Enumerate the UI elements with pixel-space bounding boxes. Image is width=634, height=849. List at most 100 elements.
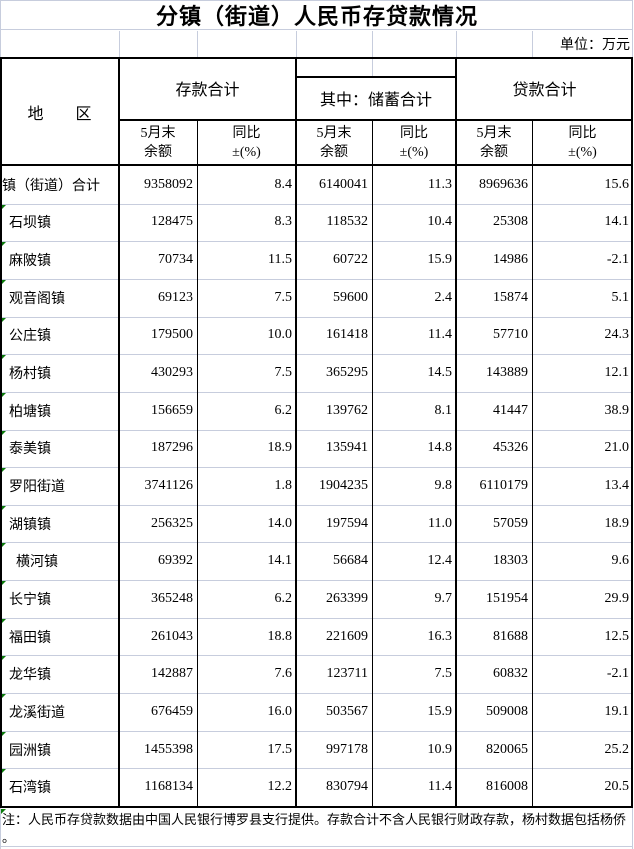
value-cell: 11.4 xyxy=(428,327,452,343)
subheader-line: 余额 xyxy=(320,144,348,160)
light-gridline xyxy=(0,317,633,318)
subheader-line: ±(%) xyxy=(399,144,429,160)
region-cell: 石湾镇 xyxy=(9,781,51,797)
error-marker-triangle xyxy=(1,809,6,814)
error-marker-triangle xyxy=(1,392,6,398)
value-cell: 25308 xyxy=(493,214,528,230)
value-cell: 11.4 xyxy=(428,779,452,795)
value-cell: 6.2 xyxy=(274,590,293,606)
value-cell: 18303 xyxy=(493,553,528,569)
table-border-line xyxy=(295,57,297,808)
value-cell: 3741126 xyxy=(144,477,193,493)
light-gridline xyxy=(0,354,633,355)
error-marker-triangle xyxy=(1,204,6,210)
value-cell: 9.6 xyxy=(611,553,630,569)
value-cell: 197594 xyxy=(326,515,368,531)
subheader-line: 5月末 xyxy=(316,125,352,141)
error-marker-triangle xyxy=(1,694,6,700)
error-marker-triangle xyxy=(1,618,6,624)
value-cell: 60832 xyxy=(493,666,528,682)
col-header-savings-total: 其中：储蓄合计 xyxy=(319,91,432,109)
value-cell: 9358092 xyxy=(144,176,193,192)
value-cell: 1904235 xyxy=(319,477,368,493)
value-cell: 151954 xyxy=(486,590,528,606)
value-cell: 12.4 xyxy=(427,553,453,569)
value-cell: 142887 xyxy=(151,666,193,682)
table-border-line xyxy=(455,57,457,808)
region-cell: 湖镇镇 xyxy=(9,517,51,533)
value-cell: 56684 xyxy=(333,553,368,569)
table-row: 龙溪街道 676459 16.0 503567 15.9 509008 19.1 xyxy=(0,693,634,731)
light-gridline xyxy=(0,29,633,30)
value-cell: 15.9 xyxy=(427,703,453,719)
value-cell: 29.9 xyxy=(604,590,630,606)
value-cell: 430293 xyxy=(151,365,193,381)
light-gridline xyxy=(372,31,373,57)
subheader-savings-balance: 5月末 余额 xyxy=(296,119,372,166)
value-cell: 81688 xyxy=(493,628,528,644)
light-gridline xyxy=(0,655,633,656)
table-row: 龙华镇 142887 7.6 123711 7.5 60832 -2.1 xyxy=(0,655,634,693)
value-cell: 10.4 xyxy=(427,214,453,230)
subheader-line: ±(%) xyxy=(232,144,261,160)
value-cell: 59600 xyxy=(333,289,368,305)
subheader-line: 同比 xyxy=(568,125,597,141)
value-cell: 14.1 xyxy=(604,214,630,230)
value-cell: 820065 xyxy=(486,741,528,757)
light-gridline xyxy=(0,542,633,543)
value-cell: 24.3 xyxy=(604,327,630,343)
value-cell: 7.6 xyxy=(274,666,293,682)
value-cell: 261043 xyxy=(151,628,193,644)
subheader-line: 同比 xyxy=(400,125,428,141)
value-cell: 7.5 xyxy=(274,289,293,305)
light-gridline xyxy=(0,580,633,581)
region-cell: 石坝镇 xyxy=(9,216,51,232)
light-gridline xyxy=(0,467,633,468)
table-row: 柏塘镇 156659 6.2 139762 8.1 41447 38.9 xyxy=(0,392,634,430)
region-cell: 龙溪街道 xyxy=(9,705,65,721)
region-cell: 福田镇 xyxy=(9,630,51,646)
value-cell: 18.9 xyxy=(604,515,630,531)
col-header-region: 地 区 xyxy=(27,105,92,123)
table-row: 罗阳街道 3741126 1.8 1904235 9.8 6110179 13.4 xyxy=(0,467,634,505)
value-cell: 6140041 xyxy=(319,176,368,192)
table-row: 麻陂镇 70734 11.5 60722 15.9 14986 -2.1 xyxy=(0,241,634,279)
value-cell: 11.3 xyxy=(428,176,452,192)
light-gridline xyxy=(632,808,633,849)
light-gridline xyxy=(0,768,633,769)
region-cell: 横河镇 xyxy=(16,555,58,571)
light-gridline xyxy=(0,808,1,849)
light-gridline xyxy=(0,618,633,619)
light-gridline xyxy=(0,204,633,205)
error-marker-triangle xyxy=(1,468,6,474)
table-border-line xyxy=(119,119,633,121)
value-cell: 6.2 xyxy=(274,402,293,418)
table-row: 公庄镇 179500 10.0 161418 11.4 57710 24.3 xyxy=(0,317,634,355)
value-cell: 816008 xyxy=(486,779,528,795)
value-cell: 128475 xyxy=(151,214,193,230)
table-row: 泰美镇 187296 18.9 135941 14.8 45326 21.0 xyxy=(0,430,634,468)
table-row: 观音阁镇 69123 7.5 59600 2.4 15874 5.1 xyxy=(0,279,634,317)
footnote-line-2: 。 xyxy=(2,830,16,845)
light-gridline xyxy=(0,241,633,242)
table-border-line xyxy=(0,57,2,808)
value-cell: 676459 xyxy=(151,703,193,719)
value-cell: 70734 xyxy=(158,252,193,268)
table-row: 横河镇 69392 14.1 56684 12.4 18303 9.6 xyxy=(0,542,634,580)
value-cell: 221609 xyxy=(326,628,368,644)
value-cell: 11.0 xyxy=(428,515,452,531)
value-cell: 69123 xyxy=(158,289,193,305)
value-cell: 14.0 xyxy=(267,515,293,531)
table-row: 福田镇 261043 18.8 221609 16.3 81688 12.5 xyxy=(0,618,634,656)
value-cell: 1.8 xyxy=(274,477,293,493)
value-cell: 8.3 xyxy=(274,214,293,230)
value-cell: 57710 xyxy=(493,327,528,343)
subheader-line: ±(%) xyxy=(568,144,597,160)
error-marker-triangle xyxy=(1,581,6,587)
subheader-savings-yoy: 同比 ±(%) xyxy=(372,119,456,166)
value-cell: 7.5 xyxy=(434,666,453,682)
subheader-line: 5月末 xyxy=(140,125,176,141)
table-row: 石坝镇 128475 8.3 118532 10.4 25308 14.1 xyxy=(0,204,634,242)
error-marker-triangle xyxy=(1,731,6,737)
light-gridline xyxy=(0,0,633,1)
